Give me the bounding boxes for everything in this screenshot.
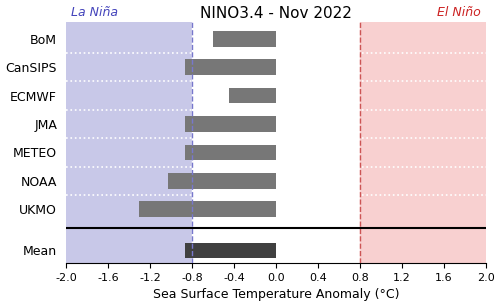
Bar <box>228 88 276 103</box>
Title: NINO3.4 - Nov 2022: NINO3.4 - Nov 2022 <box>200 6 352 21</box>
Bar <box>184 145 276 160</box>
Bar <box>360 22 486 263</box>
Bar <box>184 116 276 132</box>
Bar <box>192 22 360 263</box>
Bar <box>140 201 276 217</box>
Bar <box>168 173 276 188</box>
Text: La Niña: La Niña <box>72 6 118 19</box>
Text: El Niño: El Niño <box>436 6 480 19</box>
Bar <box>66 22 192 263</box>
Bar <box>213 31 276 47</box>
X-axis label: Sea Surface Temperature Anomaly (°C): Sea Surface Temperature Anomaly (°C) <box>152 289 399 301</box>
Bar <box>184 243 276 258</box>
Bar <box>184 59 276 75</box>
